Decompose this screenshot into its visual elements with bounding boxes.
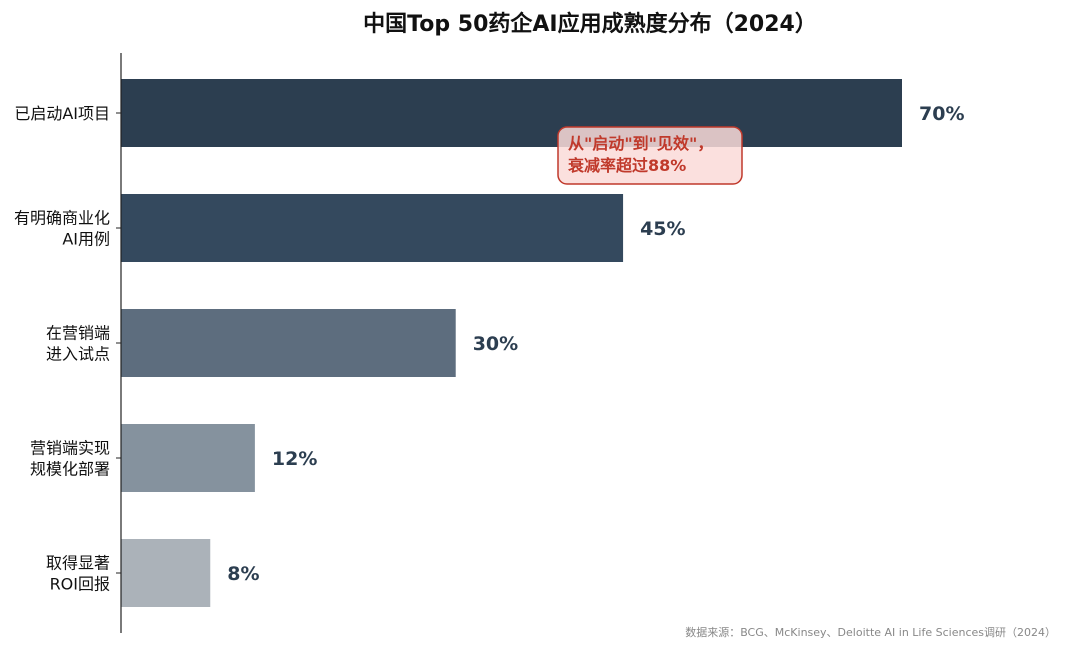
value-label: 30% [473,333,518,355]
category-label: 进入试点 [46,345,110,364]
category-label: 已启动AI项目 [14,104,110,123]
value-label: 12% [272,448,317,470]
value-label: 8% [227,563,259,585]
bar [121,79,902,147]
bar [121,539,211,607]
bar [121,309,456,377]
bars-layer [121,79,902,607]
annotation-line: 从"启动"到"见效"， [568,134,713,153]
value-label: 70% [919,103,964,125]
annotation-box [557,126,743,185]
source-note: 数据来源：BCG、McKinsey、Deloitte AI in Life Sc… [685,625,1056,639]
annotation-callout: 从"启动"到"见效"， 衰减率超过88% [557,126,743,185]
annotation-line: 衰减率超过88% [567,156,686,175]
category-label: 取得显著 [46,554,110,573]
bar [121,194,624,262]
category-label: 营销端实现 [30,439,110,458]
category-label: 规模化部署 [30,460,110,479]
value-label: 45% [640,218,685,240]
category-label: 在营销端 [46,324,110,343]
category-label: ROI回报 [50,575,110,594]
chart-title: 中国Top 50药企AI应用成熟度分布（2024） [363,11,817,37]
category-label: 有明确商业化 [14,209,110,228]
category-label: AI用例 [62,230,110,249]
bar [121,424,255,492]
value-labels: 70% 45% 30% 12% 8% [227,103,964,585]
